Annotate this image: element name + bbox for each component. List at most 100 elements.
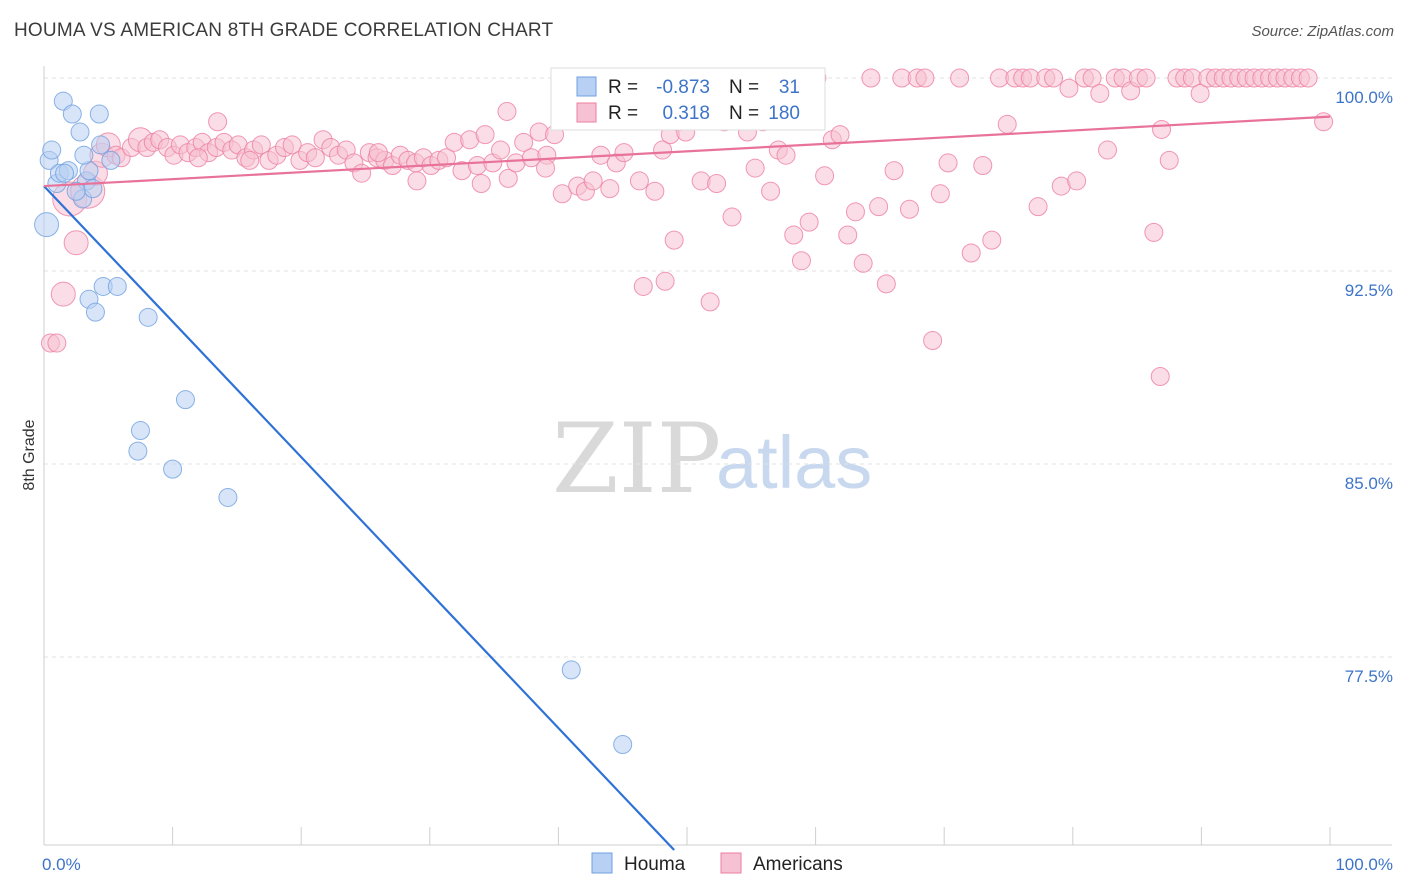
americans-point: [869, 197, 889, 217]
legend-swatch-americans: [576, 102, 597, 123]
watermark-zip: ZIP: [552, 403, 721, 515]
americans-point: [655, 271, 675, 291]
americans-point: [838, 225, 858, 245]
houma-point: [130, 421, 150, 441]
houma-point: [70, 122, 90, 142]
americans-point: [1150, 367, 1170, 387]
houma-point: [89, 104, 109, 124]
americans-point: [475, 125, 495, 145]
source-credit: Source: ZipAtlas.com: [1251, 23, 1394, 40]
x-tick-label-left: 0.0%: [42, 855, 81, 874]
americans-point: [982, 230, 1002, 250]
americans-point: [915, 68, 935, 88]
americans-point: [938, 153, 958, 173]
y-tick-label: 92.5%: [1345, 281, 1393, 300]
houma-point: [175, 390, 195, 410]
houma-point: [55, 163, 75, 183]
x-ticks: [43, 827, 1331, 845]
houma-point: [218, 487, 238, 507]
houma-point: [128, 441, 148, 461]
legend-n-value-americans: 180: [768, 103, 800, 124]
americans-point: [498, 168, 518, 188]
americans-point: [1136, 68, 1156, 88]
houma-trend-line: [43, 185, 675, 851]
americans-point: [583, 171, 603, 191]
americans-point: [973, 155, 993, 175]
houma-point: [62, 104, 82, 124]
trend-lines: [43, 115, 1331, 851]
houma-point: [91, 135, 111, 155]
americans-point: [407, 171, 427, 191]
americans-point: [352, 163, 372, 183]
americans-point: [830, 125, 850, 145]
houma-point: [561, 660, 581, 680]
americans-point: [930, 184, 950, 204]
americans-point: [63, 230, 89, 256]
watermark-atlas: atlas: [716, 421, 872, 504]
houma-point: [138, 307, 158, 327]
americans-point: [791, 251, 811, 271]
americans-point: [1159, 150, 1179, 170]
americans-point: [707, 174, 727, 194]
legend-n-label-houma: N =: [729, 77, 759, 98]
americans-point: [251, 135, 271, 155]
americans-point: [1028, 197, 1048, 217]
houma-point: [74, 145, 94, 165]
legend-r-value-houma: -0.873: [656, 77, 710, 98]
legend-n-value-houma: 31: [779, 77, 800, 98]
legend-n-label-americans: N =: [729, 103, 759, 124]
americans-point: [876, 274, 896, 294]
americans-point: [1314, 112, 1334, 132]
americans-point: [536, 158, 556, 178]
americans-point: [50, 281, 76, 307]
americans-point: [1090, 83, 1110, 103]
legend-box: R = -0.873 N = 31 R = 0.318 N = 180: [550, 67, 826, 131]
houma-point: [85, 302, 105, 322]
americans-point: [497, 101, 517, 121]
americans-point: [664, 230, 684, 250]
americans-point: [1082, 68, 1102, 88]
americans-point: [784, 225, 804, 245]
americans-point: [552, 184, 572, 204]
bottom-legend-swatch-houma: [591, 852, 613, 874]
y-tick-labels: 100.0% 92.5% 85.0% 77.5%: [1335, 88, 1393, 686]
houma-point: [34, 212, 60, 238]
bottom-legend-swatch-americans: [720, 852, 742, 874]
americans-point: [899, 199, 919, 219]
americans-point: [188, 148, 208, 168]
americans-point: [1067, 171, 1087, 191]
legend-r-label-americans: R =: [608, 103, 638, 124]
houma-point: [66, 181, 86, 201]
houma-points: [34, 91, 633, 754]
houma-point: [101, 150, 121, 170]
americans-point: [853, 253, 873, 273]
americans-point: [514, 132, 534, 152]
americans-point: [745, 158, 765, 178]
legend-r-value-americans: 0.318: [662, 103, 710, 124]
americans-point: [884, 161, 904, 181]
x-tick-label-right: 100.0%: [1335, 855, 1393, 874]
americans-point: [208, 112, 228, 132]
americans-point: [997, 114, 1017, 134]
americans-point: [1152, 119, 1172, 139]
houma-point: [42, 140, 62, 160]
americans-point: [1144, 222, 1164, 242]
bottom-legend-label-americans: Americans: [753, 854, 843, 875]
americans-point: [961, 243, 981, 263]
americans-point: [368, 143, 388, 163]
americans-point: [1059, 78, 1079, 98]
americans-point: [629, 171, 649, 191]
americans-point: [776, 145, 796, 165]
houma-point: [53, 91, 73, 111]
y-tick-label: 100.0%: [1335, 88, 1393, 107]
americans-point: [950, 68, 970, 88]
americans-point: [633, 276, 653, 296]
americans-point: [1098, 140, 1118, 160]
houma-point: [613, 734, 633, 754]
legend-r-label-houma: R =: [608, 77, 638, 98]
legend-frame: [550, 67, 826, 131]
chart-title: HOUMA VS AMERICAN 8TH GRADE CORRELATION …: [14, 20, 554, 41]
americans-point: [437, 148, 457, 168]
americans-point: [923, 330, 943, 350]
